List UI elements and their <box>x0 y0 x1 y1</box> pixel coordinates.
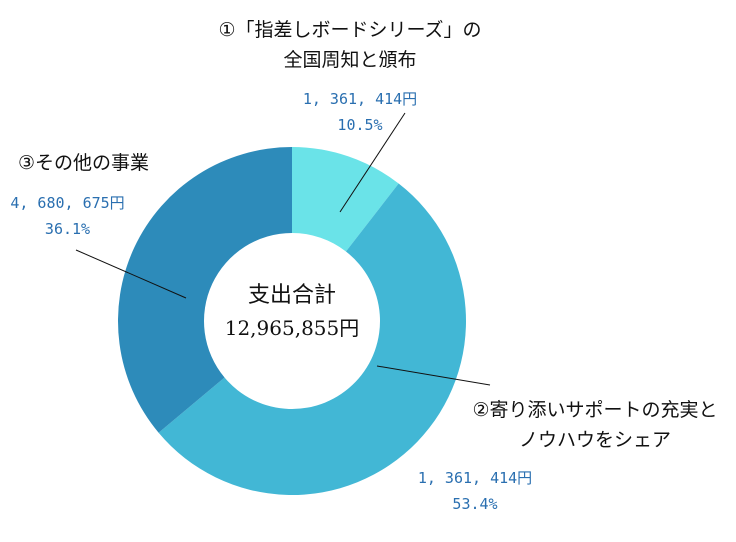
slice-2-name-line1: ②寄り添いサポートの充実と <box>472 399 718 421</box>
leader-line-2 <box>376 365 491 386</box>
slice-3-value: 4, 680, 675円 36.1% <box>5 190 130 242</box>
donut-slice-2 <box>158 183 467 496</box>
slice-3-name-line1: ③その他の事業 <box>18 152 150 174</box>
slice-1-value: 1, 361, 414円 10.5% <box>300 86 420 138</box>
slice-1-name-line2: 全国周知と頒布 <box>283 49 417 71</box>
slice-2-amount: 1, 361, 414円 <box>417 469 533 487</box>
slice-1-percent: 10.5% <box>337 116 383 134</box>
slice-3-name: ③その他の事業 <box>18 148 178 178</box>
slice-1-name-line1: ①「指差しボードシリーズ」の <box>218 19 482 41</box>
center-title: 支出合計 <box>247 283 336 308</box>
slice-2-name: ②寄り添いサポートの充実と ノウハウをシェア <box>460 395 730 455</box>
slice-3-amount: 4, 680, 675円 <box>10 194 125 212</box>
leader-line-3 <box>75 249 187 299</box>
slice-2-name-line2: ノウハウをシェア <box>518 429 671 451</box>
center-total: 12,965,855円 <box>224 316 360 340</box>
slice-3-percent: 36.1% <box>44 220 91 238</box>
leader-line-1 <box>339 112 406 213</box>
slice-1-name: ①「指差しボードシリーズ」の 全国周知と頒布 <box>200 15 500 75</box>
slice-2-value: 1, 361, 414円 53.4% <box>405 465 545 517</box>
donut-slice-1 <box>292 147 399 252</box>
donut-slice-3 <box>118 147 293 433</box>
slice-2-percent: 53.4% <box>452 495 498 513</box>
center-label: 支出合計 12,965,855円 <box>212 280 372 344</box>
slice-1-amount: 1, 361, 414円 <box>302 90 418 108</box>
